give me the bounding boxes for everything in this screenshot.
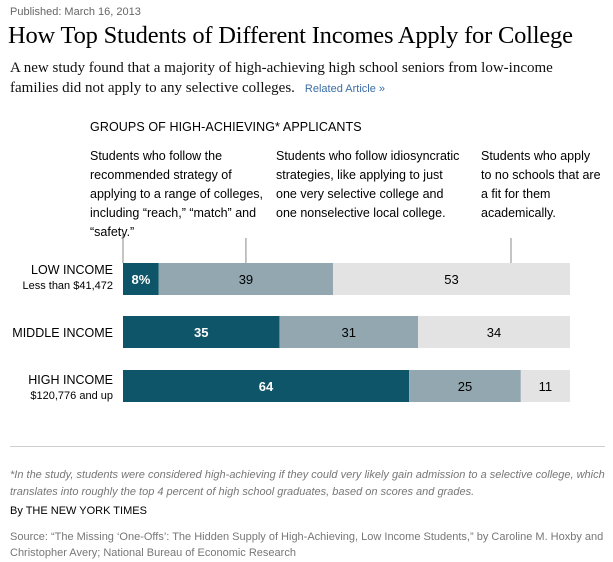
data-label-recommended-row-1: 8% (131, 272, 150, 287)
bar-recommended-row-2 (123, 316, 280, 348)
data-label-idiosyncratic-row-1: 39 (239, 272, 253, 287)
chart-title: GROUPS OF HIGH-ACHIEVING* APPLICANTS (90, 120, 362, 134)
subtitle: A new study found that a majority of hig… (10, 58, 600, 99)
data-label-none-row-2: 34 (487, 325, 501, 340)
data-label-idiosyncratic-row-3: 25 (458, 379, 472, 394)
bar-none-row-2 (418, 316, 570, 348)
row-label-main: LOW INCOME (31, 263, 113, 277)
data-label-recommended-row-3: 64 (259, 379, 274, 394)
page-title: How Top Students of Different Incomes Ap… (8, 22, 573, 49)
row-label-sub: $120,776 and up (30, 390, 113, 402)
bar-none-row-3 (520, 370, 570, 402)
bar-idiosyncratic-row-2 (279, 316, 419, 348)
subtitle-text: A new study found that a majority of hig… (10, 60, 553, 96)
bar-none-row-1 (333, 263, 570, 295)
data-label-none-row-1: 53 (444, 272, 458, 287)
row-label-high-income: HIGH INCOME $120,776 and up (28, 372, 113, 404)
bar-recommended-row-3 (123, 370, 410, 402)
divider (10, 446, 605, 447)
published-date: Published: March 16, 2013 (10, 6, 141, 18)
footnote: *In the study, students were considered … (10, 469, 605, 498)
related-article-link[interactable]: Related Article » (304, 83, 386, 95)
row-label-main: MIDDLE INCOME (12, 326, 113, 340)
series-label-none: Students who apply to no schools that ar… (481, 149, 601, 220)
row-label-middle-income: MIDDLE INCOME (12, 325, 113, 341)
row-label-sub: Less than $41,472 (22, 280, 113, 292)
row-label-low-income: LOW INCOME Less than $41,472 (22, 262, 113, 294)
bar-idiosyncratic-row-3 (409, 370, 521, 402)
bar-idiosyncratic-row-1 (158, 263, 334, 295)
bar-recommended-row-1 (123, 263, 159, 295)
series-label-recommended: Students who follow the recommended stra… (90, 149, 264, 239)
row-label-main: HIGH INCOME (28, 373, 113, 387)
byline: By THE NEW YORK TIMES (10, 505, 147, 517)
source-note: Source: “The Missing ‘One-Offs’: The Hid… (10, 531, 604, 559)
data-label-idiosyncratic-row-2: 31 (342, 325, 356, 340)
series-label-idiosyncratic: Students who follow idiosyncratic strate… (276, 149, 460, 220)
data-label-none-row-3: 11 (539, 379, 553, 394)
data-label-recommended-row-2: 35 (194, 325, 208, 340)
